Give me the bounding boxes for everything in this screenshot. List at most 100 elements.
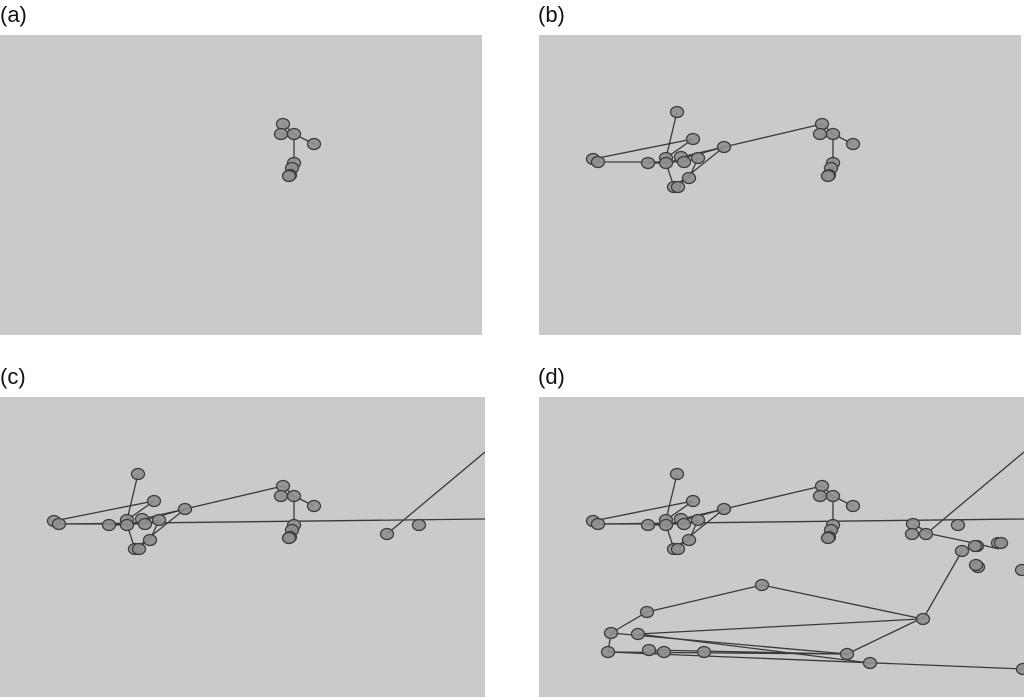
trajectory-edge — [610, 632, 848, 655]
trajectory-node — [812, 489, 828, 503]
trajectory-node — [825, 489, 841, 503]
trajectory-edge — [592, 138, 694, 160]
trajectory-node — [676, 155, 692, 169]
trajectory-node — [590, 517, 606, 531]
trajectory-edge — [184, 485, 284, 510]
panel-label-d: (d) — [538, 364, 565, 389]
trajectory-node — [600, 645, 616, 659]
trajectory-node — [51, 517, 67, 531]
trajectory-graph-d — [585, 451, 1024, 676]
trajectory-node — [641, 643, 657, 657]
trajectory-node — [669, 105, 685, 119]
trajectory-node — [1015, 662, 1024, 676]
trajectory-node — [696, 645, 712, 659]
trajectory-node — [603, 626, 619, 640]
trajectory-node — [845, 499, 861, 513]
trajectory-node — [130, 467, 146, 481]
trajectory-node — [968, 558, 984, 572]
panel-label-a: (a) — [0, 2, 27, 27]
panel-c — [0, 397, 485, 697]
trajectory-node — [820, 169, 836, 183]
trajectory-graph-a — [273, 117, 322, 183]
trajectory-node — [275, 117, 291, 131]
trajectory-node — [685, 494, 701, 508]
trajectory-node — [690, 513, 706, 527]
trajectory-node — [669, 467, 685, 481]
trajectory-edge — [925, 451, 1024, 535]
trajectory-node — [904, 527, 920, 541]
trajectory-node — [379, 527, 395, 541]
trajectory-edge — [607, 651, 1024, 670]
trajectory-node — [306, 499, 322, 513]
trajectory-node — [119, 518, 135, 532]
trajectory-edge — [592, 500, 694, 522]
trajectory-edge — [673, 508, 725, 550]
trajectory-node — [146, 494, 162, 508]
trajectory-edge — [637, 618, 921, 635]
trajectory-edge — [846, 618, 921, 655]
panel-label-b: (b) — [538, 2, 565, 27]
trajectory-edge — [134, 508, 186, 550]
panel-d — [539, 397, 1024, 697]
trajectory-graph-b — [585, 105, 861, 194]
trajectory-edge — [723, 123, 823, 148]
trajectory-node — [630, 627, 646, 641]
trajectory-node — [915, 612, 931, 626]
trajectory-node — [954, 544, 970, 558]
trajectory-node — [131, 542, 147, 556]
trajectory-edge — [673, 146, 725, 188]
trajectory-edge — [665, 473, 678, 521]
trajectory-node — [905, 517, 921, 531]
trajectory-node — [101, 518, 117, 532]
trajectory-node — [142, 533, 158, 547]
trajectory-node — [950, 518, 966, 532]
trajectory-node — [814, 117, 830, 131]
trajectory-node — [825, 127, 841, 141]
trajectory-node — [918, 527, 934, 541]
trajectory-edge — [126, 473, 139, 521]
trajectory-node — [690, 151, 706, 165]
trajectory-node — [281, 169, 297, 183]
trajectory-node — [993, 536, 1009, 550]
trajectory-node — [862, 656, 878, 670]
trajectory-node — [716, 502, 732, 516]
trajectory-edge — [386, 451, 485, 535]
trajectory-node — [681, 533, 697, 547]
trajectory-node — [967, 539, 983, 553]
trajectory-node — [656, 645, 672, 659]
trajectory-node — [306, 137, 322, 151]
panel-b — [539, 35, 1021, 335]
trajectory-node — [273, 127, 289, 141]
trajectory-node — [275, 479, 291, 493]
trajectory-node — [1014, 563, 1024, 577]
trajectory-node — [281, 531, 297, 545]
trajectory-node — [639, 605, 655, 619]
trajectory-graph-c — [46, 451, 485, 556]
trajectory-node — [670, 180, 686, 194]
trajectory-node — [640, 156, 656, 170]
trajectory-node — [839, 647, 855, 661]
trajectory-edge — [610, 611, 648, 634]
trajectory-node — [273, 489, 289, 503]
trajectory-edge — [648, 649, 848, 655]
trajectory-node — [681, 171, 697, 185]
trajectory-node — [411, 518, 427, 532]
trajectory-node — [814, 479, 830, 493]
trajectory-edge — [761, 584, 924, 620]
trajectory-node — [820, 531, 836, 545]
trajectory-node — [177, 502, 193, 516]
trajectory-edge — [646, 584, 763, 613]
trajectory-edge — [930, 533, 970, 543]
trajectory-node — [754, 578, 770, 592]
trajectory-edge — [922, 550, 963, 620]
trajectory-node — [716, 140, 732, 154]
trajectory-edge — [665, 111, 678, 159]
trajectory-edge — [723, 485, 823, 510]
trajectory-node — [286, 127, 302, 141]
trajectory-node — [286, 489, 302, 503]
panel-a — [0, 35, 482, 335]
trajectory-node — [676, 517, 692, 531]
trajectory-node — [845, 137, 861, 151]
trajectory-node — [670, 542, 686, 556]
trajectory-node — [685, 132, 701, 146]
